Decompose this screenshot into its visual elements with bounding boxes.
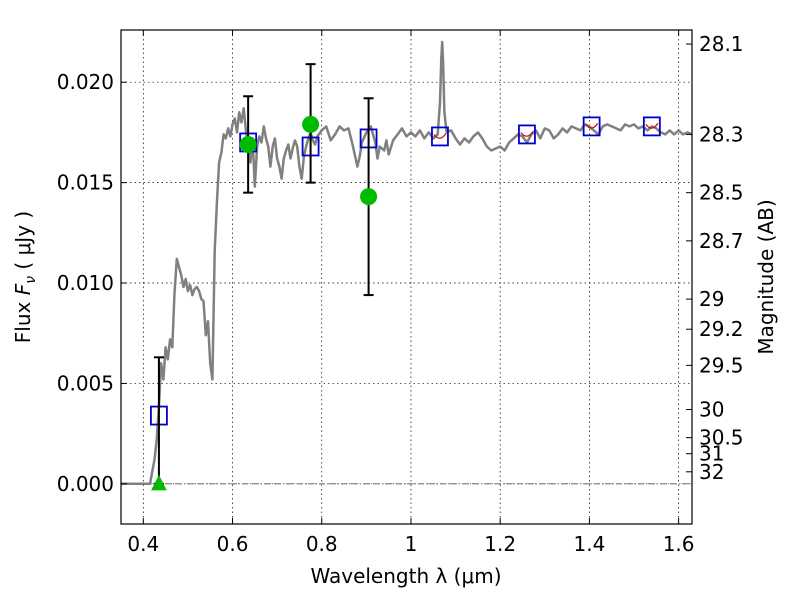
y-axis: 0.000 0.005 0.010 0.015 0.020 <box>57 70 127 496</box>
bandpass-segment <box>433 133 447 139</box>
x-tick-label: 0.6 <box>217 532 249 556</box>
magnitude-tick-label: 30.5 <box>699 426 744 450</box>
upper-limit-marker <box>151 474 167 491</box>
x-tick-label: 1 <box>405 532 418 556</box>
plot-frame <box>120 29 693 525</box>
y-tick-label: 0.000 <box>57 472 114 496</box>
magnitude-tick-label: 28.7 <box>699 229 744 253</box>
magnitude-tick-label: 28.5 <box>699 181 744 205</box>
y-tick-label: 0.020 <box>57 70 114 94</box>
model-flux-square <box>518 124 536 145</box>
right-axis-label: Magnitude (AB) <box>754 199 778 354</box>
gridlines <box>121 30 692 524</box>
magnitude-tick-label: 29 <box>699 287 724 311</box>
x-axis-label: Wavelength λ (μm) <box>310 564 501 588</box>
x-tick-label: 1.2 <box>484 532 516 556</box>
x-axis: 0.4 0.6 0.8 1 1.2 1.4 1.6 <box>127 30 695 556</box>
y-tick-label: 0.005 <box>57 371 114 395</box>
observed-flux-point <box>239 135 257 153</box>
model-flux-square <box>642 116 661 137</box>
x-tick-label: 1.6 <box>663 532 695 556</box>
y-tick-label: 0.010 <box>57 271 114 295</box>
magnitude-tick-label: 29.2 <box>699 317 744 341</box>
magnitude-tick-label: 30 <box>699 398 724 422</box>
bandpass-segment <box>585 123 599 129</box>
plot-background <box>121 30 692 524</box>
x-tick-label: 1.4 <box>573 532 605 556</box>
observed-flux-point <box>302 115 320 133</box>
observed-flux-point <box>360 188 378 206</box>
plot-area <box>121 40 693 491</box>
bandpass-segment <box>520 131 534 137</box>
model-flux-square <box>582 116 601 137</box>
model-flux-square <box>431 126 449 147</box>
magnitude-tick-label: 28.3 <box>699 122 744 146</box>
x-tick-label: 0.8 <box>306 532 338 556</box>
magnitude-tick-label: 32 <box>699 460 724 484</box>
spectrum-line <box>121 40 693 486</box>
x-tick-label: 0.4 <box>127 532 159 556</box>
y-tick-label: 0.015 <box>57 171 114 195</box>
magnitude-tick-label: 31 <box>699 442 724 466</box>
magnitude-tick-label: 29.5 <box>699 353 744 377</box>
magnitude-tick-label: 28.1 <box>699 32 744 56</box>
y-axis-label: Flux Fν ( μJy ) <box>11 211 39 343</box>
bandpass-segment <box>645 123 659 129</box>
